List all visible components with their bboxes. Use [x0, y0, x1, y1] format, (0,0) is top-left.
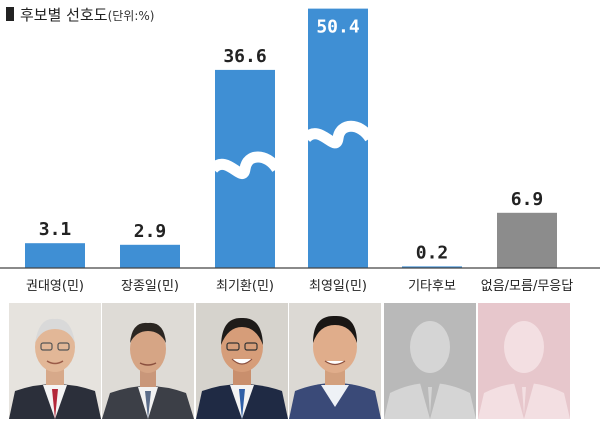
chart-title-text: 후보별 선호도	[20, 6, 108, 24]
value-label-3: 36.6	[223, 46, 266, 67]
bar-2	[120, 244, 180, 268]
bar-1	[25, 243, 85, 268]
axis-break-mark-4	[301, 120, 375, 149]
category-label-4: 최영일(민)	[309, 279, 367, 294]
category-label-3: 최기환(민)	[216, 279, 274, 294]
no-answer-silhouette	[478, 303, 570, 419]
candidate-photo-1	[9, 303, 101, 419]
other-candidate-silhouette	[384, 303, 476, 419]
bar-6	[497, 212, 557, 268]
title-square-icon	[6, 7, 14, 21]
category-label-5: 기타후보	[408, 279, 456, 294]
chart-unit-label: (단위:%)	[107, 9, 155, 23]
bar-chart: 3.1 권대영(민) 2.9 장종일(민) 36.6 최기환(민) 50.4 최영일(민) 0.…	[0, 8, 600, 294]
category-label-6: 없음/모름/무응답	[481, 279, 574, 294]
axis-break-mark-3	[208, 151, 282, 180]
category-label-2: 장종일(민)	[121, 279, 179, 294]
value-label-4: 50.4	[316, 17, 360, 38]
value-label-1: 3.1	[39, 219, 72, 240]
candidate-photo-4	[289, 303, 381, 419]
value-label-5: 0.2	[416, 242, 449, 263]
candidate-photo-2	[102, 303, 194, 419]
chart-title: 후보별 선호도(단위:%)	[6, 4, 154, 25]
category-label-1: 권대영(민)	[26, 279, 84, 294]
candidate-photo-3	[196, 303, 288, 419]
value-label-6: 6.9	[511, 189, 544, 210]
value-label-2: 2.9	[134, 221, 167, 242]
bar-5	[402, 266, 462, 268]
